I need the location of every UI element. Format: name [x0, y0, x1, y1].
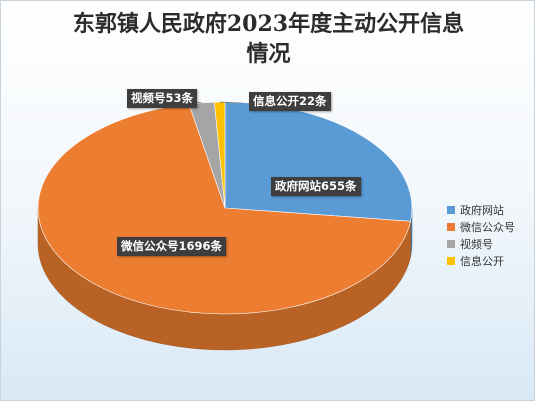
chart-title-line-1: 东郭镇人民政府2023年度主动公开信息	[72, 11, 465, 37]
legend-item-video: 视频号	[447, 235, 515, 252]
pie-top	[37, 100, 413, 315]
legend-swatch	[447, 239, 455, 248]
legend-label: 政府网站	[460, 203, 504, 217]
data-label-gov-website: 政府网站655条	[271, 177, 361, 196]
pie-slice-wechat	[37, 103, 411, 315]
leader-line-info-public	[219, 101, 242, 104]
legend-swatch	[447, 205, 455, 214]
legend-label: 信息公开	[460, 254, 504, 268]
data-label-wechat: 微信公众号1696条	[117, 237, 227, 256]
legend: 政府网站 微信公众号 视频号 信息公开	[447, 201, 515, 269]
pie-slice-gov-website	[224, 101, 413, 222]
chart-title-line-2: 情况	[246, 41, 291, 67]
data-label-video: 视频号53条	[127, 89, 198, 108]
legend-swatch	[447, 222, 455, 231]
legend-label: 微信公众号	[460, 220, 515, 234]
legend-item-wechat: 微信公众号	[447, 218, 515, 235]
legend-label: 视频号	[460, 237, 493, 251]
data-label-info-public: 信息公开22条	[249, 92, 331, 111]
legend-item-gov-website: 政府网站	[447, 201, 515, 218]
legend-item-info-public: 信息公开	[447, 252, 515, 269]
legend-swatch	[447, 256, 455, 265]
chart-title: 东郭镇人民政府2023年度主动公开信息 情况	[1, 9, 534, 69]
